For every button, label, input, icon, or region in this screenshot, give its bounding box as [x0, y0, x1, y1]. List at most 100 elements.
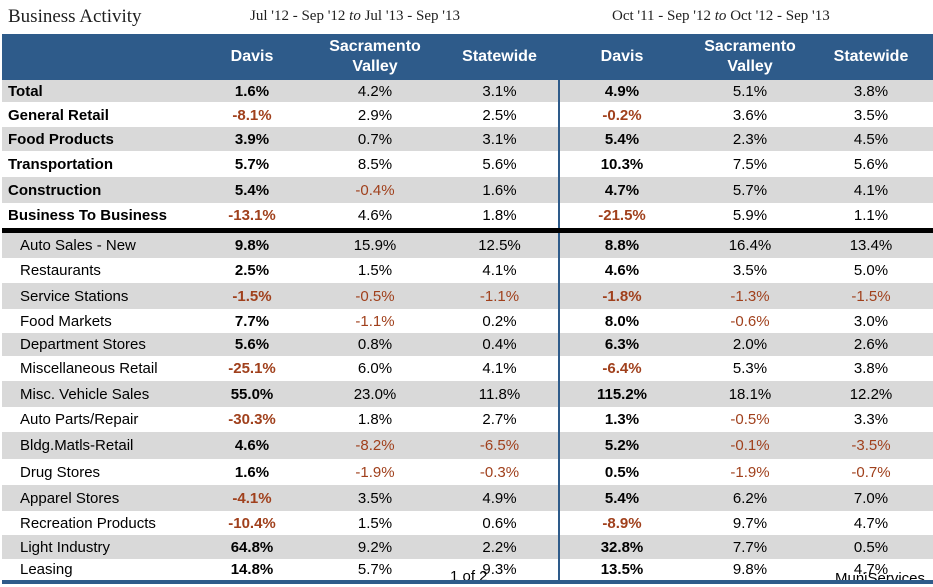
value-cell: 0.8%	[357, 336, 393, 353]
header-statewide-1: Statewide	[462, 48, 537, 65]
table-row: Leasing 14.8% 5.7% 9.3% 13.5% 9.8% 4.7%	[2, 559, 933, 580]
value-cell: 4.7%	[853, 514, 889, 532]
table-row: Misc. Vehicle Sales 55.0% 23.0% 11.8% 115.2%…	[2, 381, 933, 407]
value-cell: 7.0%	[853, 489, 889, 507]
period-1-to: Jul '13 - Sep '13	[364, 8, 460, 24]
value-cell: 3.5%	[357, 489, 393, 507]
value-cell: -1.9%	[355, 463, 395, 481]
value-cell: 4.6%	[234, 437, 270, 454]
period-1-to-word: to	[349, 8, 361, 24]
row-label: Misc. Vehicle Sales	[20, 385, 150, 403]
value-cell: -0.1%	[730, 437, 770, 454]
value-cell: 3.5%	[853, 106, 889, 124]
table-row: Light Industry 64.8% 9.2% 2.2% 32.8% 7.7% 0.5%	[2, 535, 933, 559]
table-row: Bldg.Matls-Retail 4.6% -8.2% -6.5% 5.2% -0.1%…	[2, 432, 933, 459]
row-label: Light Industry	[20, 538, 111, 556]
value-cell: 23.0%	[353, 385, 397, 403]
value-cell: 1.8%	[357, 411, 393, 428]
value-cell: 1.8%	[482, 207, 517, 224]
value-cell: 3.9%	[234, 130, 270, 148]
value-cell: 5.6%	[234, 336, 270, 353]
value-cell: -1.5%	[232, 287, 272, 305]
value-cell: -13.1%	[228, 207, 276, 224]
value-cell: 1.5%	[357, 262, 393, 279]
value-cell: 1.6%	[234, 82, 270, 100]
value-cell: -0.5%	[355, 287, 395, 305]
value-cell: 15.9%	[353, 237, 397, 254]
table-row: Service Stations -1.5% -0.5% -1.1% -1.8% -1.3…	[2, 283, 933, 309]
row-label: Drug Stores	[20, 463, 101, 481]
row-label: Auto Sales - New	[20, 237, 136, 254]
row-label: Food Markets	[20, 312, 112, 330]
value-cell: 18.1%	[728, 385, 772, 403]
table-row: Transportation 5.7% 8.5% 5.6% 10.3% 7.5% 5.6%	[2, 151, 933, 177]
value-cell: -0.5%	[730, 411, 770, 428]
period-2-to-word: to	[714, 8, 727, 24]
header-sacramento-valley-2: Sacramento Valley	[704, 38, 796, 75]
period-1-from: Jul '12 - Sep '12	[250, 8, 346, 24]
table-row: Total 1.6% 4.2% 3.1% 4.9% 5.1% 3.8%	[2, 80, 933, 102]
period-2-label: Oct '11 - Sep '12 to Oct '12 - Sep '13	[612, 8, 830, 25]
value-cell: 3.0%	[853, 312, 889, 330]
value-cell: 4.5%	[853, 130, 889, 148]
value-cell: 3.5%	[732, 262, 768, 279]
value-cell: 7.7%	[732, 538, 768, 556]
value-cell: 3.3%	[853, 411, 889, 428]
value-cell: -1.8%	[602, 287, 642, 305]
row-label: Apparel Stores	[20, 489, 120, 507]
value-cell: 9.8%	[732, 561, 768, 578]
value-cell: 4.6%	[604, 262, 640, 279]
value-cell: 1.1%	[853, 207, 889, 224]
value-cell: -0.3%	[479, 463, 520, 481]
value-cell: -25.1%	[228, 360, 276, 377]
report-title-bar: Business Activity Jul '12 - Sep '12 to J…	[0, 0, 933, 34]
header-davis-2: Davis	[600, 48, 644, 65]
value-cell: 5.7%	[234, 155, 270, 173]
table-row: Restaurants 2.5% 1.5% 4.1% 4.6% 3.5% 5.0%	[2, 258, 933, 283]
value-cell: 2.9%	[357, 106, 393, 124]
value-cell: 115.2%	[596, 385, 648, 403]
table-row: Miscellaneous Retail -25.1% 6.0% 4.1% -6.4% 5…	[2, 356, 933, 381]
value-cell: -1.9%	[730, 463, 770, 481]
value-cell: -30.3%	[228, 411, 276, 428]
value-cell: 4.7%	[853, 561, 889, 578]
value-cell: 2.2%	[482, 538, 517, 556]
header-sacramento-valley-1: Sacramento Valley	[329, 38, 421, 75]
value-cell: -1.5%	[851, 287, 891, 305]
table-row: Auto Parts/Repair -30.3% 1.8% 2.7% 1.3% -0.5%…	[2, 407, 933, 432]
value-cell: 4.6%	[357, 207, 393, 224]
value-cell: 7.5%	[732, 155, 768, 173]
value-cell: -0.7%	[851, 463, 891, 481]
value-cell: -21.5%	[598, 207, 646, 224]
value-cell: 3.8%	[853, 360, 889, 377]
value-cell: 12.2%	[849, 385, 893, 403]
value-cell: 1.6%	[482, 181, 517, 199]
value-cell: -0.6%	[730, 312, 770, 330]
value-cell: 4.9%	[482, 489, 517, 507]
row-label: Recreation Products	[20, 514, 156, 532]
value-cell: 0.6%	[482, 514, 517, 532]
header-davis-1: Davis	[230, 48, 274, 65]
header-statewide-2: Statewide	[833, 48, 909, 65]
value-cell: 5.4%	[604, 489, 640, 507]
value-cell: 5.6%	[482, 155, 517, 173]
value-cell: 5.6%	[853, 155, 889, 173]
value-cell: -10.4%	[228, 514, 276, 532]
value-cell: -3.5%	[851, 437, 891, 454]
value-cell: 6.0%	[357, 360, 393, 377]
value-cell: 11.8%	[478, 385, 521, 403]
table-row: Food Markets 7.7% -1.1% 0.2% 8.0% -0.6% 3.0%	[2, 309, 933, 333]
table-header: Davis Sacramento Valley Statewide Davis …	[2, 34, 933, 80]
value-cell: 13.4%	[849, 237, 893, 254]
row-label: Restaurants	[20, 262, 101, 279]
period-2-to: Oct '12 - Sep '13	[730, 8, 830, 24]
brand-footer: MuniServices	[835, 570, 926, 587]
value-cell: 9.8%	[234, 237, 270, 254]
row-label: Transportation	[8, 155, 114, 173]
value-cell: 32.8%	[600, 538, 644, 556]
value-cell: 5.7%	[732, 181, 768, 199]
value-cell: 4.2%	[357, 82, 393, 100]
value-cell: -8.2%	[355, 437, 395, 454]
value-cell: 0.7%	[357, 130, 393, 148]
value-cell: 12.5%	[478, 237, 521, 254]
